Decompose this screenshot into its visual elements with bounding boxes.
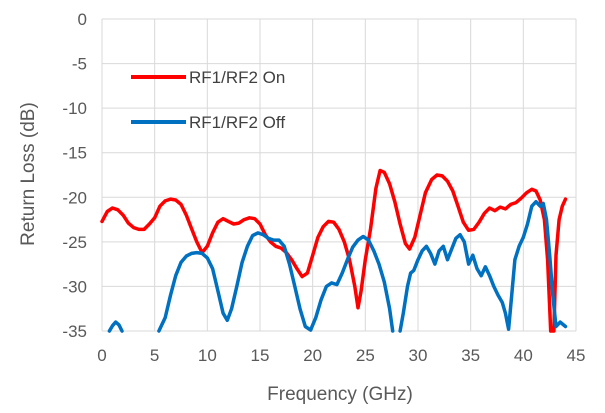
x-tick-label: 40 [514,346,533,365]
x-axis-title: Frequency (GHz) [267,384,413,405]
legend-label-on: RF1/RF2 On [189,68,285,87]
series-line-off-2 [157,231,395,333]
y-tick-label: -15 [62,144,87,163]
legend-label-off: RF1/RF2 Off [189,113,285,132]
x-tick-label: 5 [150,346,159,365]
x-tick-label: 10 [198,346,217,365]
x-tick-label: 30 [409,346,428,365]
x-tick-label: 45 [567,346,586,365]
series-line-off-1 [107,320,124,333]
y-tick-label: -20 [62,188,87,207]
series-layer [100,168,568,333]
y-tick-label: -10 [62,99,87,118]
series-line-off-3 [398,199,568,333]
y-tick-label: -25 [62,233,87,252]
y-tick-label: 0 [78,10,87,29]
x-tick-label: 20 [303,346,322,365]
series-line-on [100,168,568,333]
x-tick-label: 0 [97,346,106,365]
x-tick-label: 35 [461,346,480,365]
y-tick-label: -5 [72,55,87,74]
tick-labels: 0 5 10 15 20 25 30 35 40 45 0 -5 -10 -15 -20 -25 -30 -35 [62,10,585,365]
x-tick-label: 25 [356,346,375,365]
grid [101,18,577,332]
y-axis-title: Return Loss (dB) [18,102,39,246]
y-tick-label: -35 [62,322,87,341]
x-tick-label: 15 [251,346,270,365]
legend: RF1/RF2 On RF1/RF2 Off [131,68,285,132]
y-tick-label: -30 [62,277,87,296]
